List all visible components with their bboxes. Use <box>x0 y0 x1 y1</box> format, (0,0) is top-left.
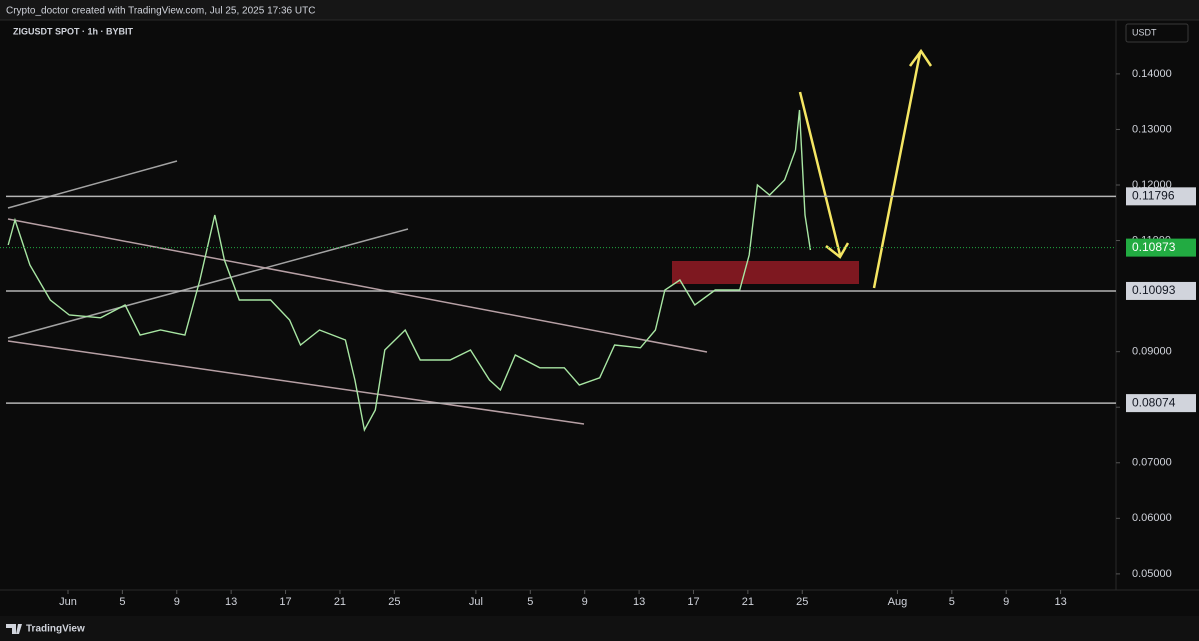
x-tick-label: 17 <box>279 596 291 608</box>
tv-logo <box>6 624 22 634</box>
x-tick-label: 5 <box>119 596 125 608</box>
symbol-title: ZIGUSDT SPOT · 1h · BYBIT <box>13 26 134 36</box>
last-price-box <box>1126 238 1196 257</box>
y-tick-label: 0.09000 <box>1132 346 1172 358</box>
level-label-box <box>1126 187 1196 206</box>
arrow-down <box>798 91 850 259</box>
price-line <box>7 109 812 433</box>
level-label: 0.10093 <box>1132 283 1176 297</box>
last-price-label: 0.10873 <box>1132 240 1176 254</box>
level-label-box <box>1126 394 1196 413</box>
x-tick-label: 13 <box>633 596 645 608</box>
y-tick-label: 0.07000 <box>1132 457 1172 469</box>
x-tick-label: Jul <box>469 596 483 608</box>
x-tick-label: 21 <box>334 596 346 608</box>
x-tick-label: 9 <box>174 596 180 608</box>
level-label: 0.11796 <box>1132 189 1175 203</box>
x-tick-label: 9 <box>1003 596 1009 608</box>
y-tick-label: 0.13000 <box>1132 123 1172 135</box>
header-text: Crypto_doctor created with TradingView.c… <box>6 6 315 17</box>
currency-label: USDT <box>1132 27 1157 37</box>
x-tick-label: 5 <box>949 596 955 608</box>
trend-line <box>7 218 708 353</box>
x-tick-label: 13 <box>225 596 237 608</box>
x-tick-label: 13 <box>1054 596 1066 608</box>
trend-line <box>7 228 409 339</box>
x-tick-label: Aug <box>888 596 908 608</box>
x-tick-label: 9 <box>582 596 588 608</box>
top-bar <box>0 0 1199 20</box>
footer-brand: TradingView <box>26 624 85 635</box>
y-tick-label: 0.05000 <box>1132 568 1172 580</box>
drawings <box>6 48 1116 425</box>
x-tick-label: 21 <box>742 596 754 608</box>
arrow-up <box>872 48 933 289</box>
x-tick-label: 5 <box>527 596 533 608</box>
trend-line <box>7 340 585 425</box>
footer-bar <box>0 616 1199 641</box>
x-tick-label: Jun <box>59 596 77 608</box>
x-tick-label: 25 <box>388 596 400 608</box>
demand-zone <box>672 261 859 284</box>
y-tick-label: 0.06000 <box>1132 512 1172 524</box>
level-label: 0.08074 <box>1132 395 1176 409</box>
x-tick-label: 25 <box>796 596 808 608</box>
trend-line <box>7 160 178 209</box>
level-label-box <box>1126 281 1196 300</box>
x-tick-label: 17 <box>687 596 699 608</box>
currency-button[interactable] <box>1125 23 1189 43</box>
y-tick-label: 0.14000 <box>1132 68 1172 80</box>
